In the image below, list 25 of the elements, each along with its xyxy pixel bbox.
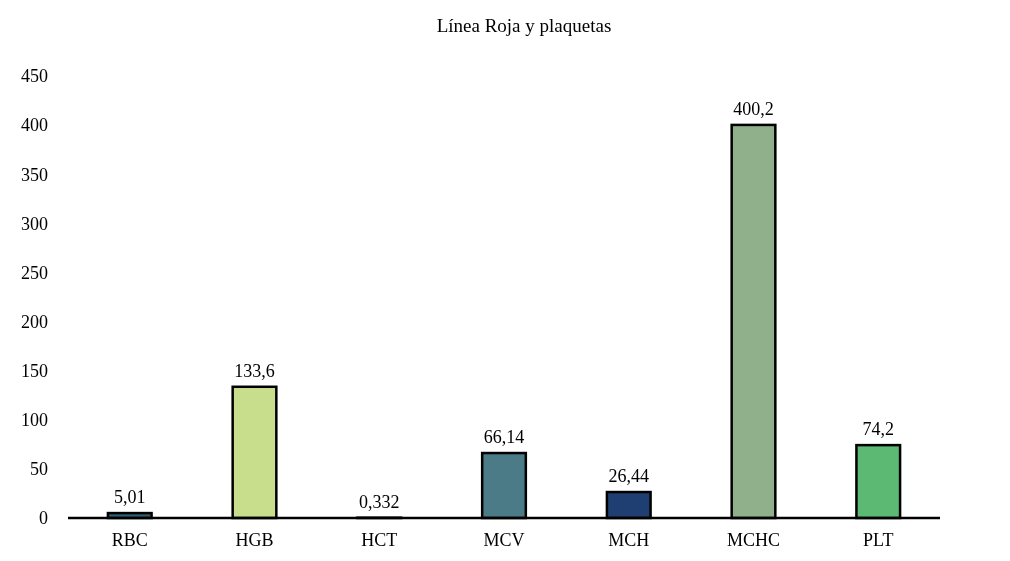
chart-title: Línea Roja y plaquetas xyxy=(436,15,612,36)
x-tick-label: PLT xyxy=(863,530,894,550)
y-tick-label: 250 xyxy=(21,262,48,283)
data-label: 66,14 xyxy=(483,427,525,448)
data-label: 5,01 xyxy=(114,487,146,508)
y-tick-label: 300 xyxy=(21,213,48,234)
y-tick-label: 50 xyxy=(30,459,48,480)
data-label: 400,2 xyxy=(733,98,774,119)
x-tick-label: MCHC xyxy=(726,530,781,550)
data-label: 133,6 xyxy=(234,360,275,381)
y-tick-label: 350 xyxy=(21,164,48,185)
x-tick-label: MCV xyxy=(483,530,525,550)
y-tick-label: 100 xyxy=(21,410,48,431)
x-tick-label: HCT xyxy=(361,530,398,550)
data-label: 74,2 xyxy=(862,419,894,440)
y-tick-label: 450 xyxy=(21,66,48,87)
y-tick-label: 400 xyxy=(21,115,48,136)
y-tick-label: 0 xyxy=(39,508,48,529)
data-label: 26,44 xyxy=(608,466,649,487)
x-tick-label: HGB xyxy=(235,530,274,550)
y-tick-label: 150 xyxy=(21,360,48,381)
x-tick-label: RBC xyxy=(111,530,148,550)
y-tick-label: 200 xyxy=(21,311,48,332)
x-tick-label: MCH xyxy=(608,530,650,550)
data-label: 0,332 xyxy=(359,491,400,512)
